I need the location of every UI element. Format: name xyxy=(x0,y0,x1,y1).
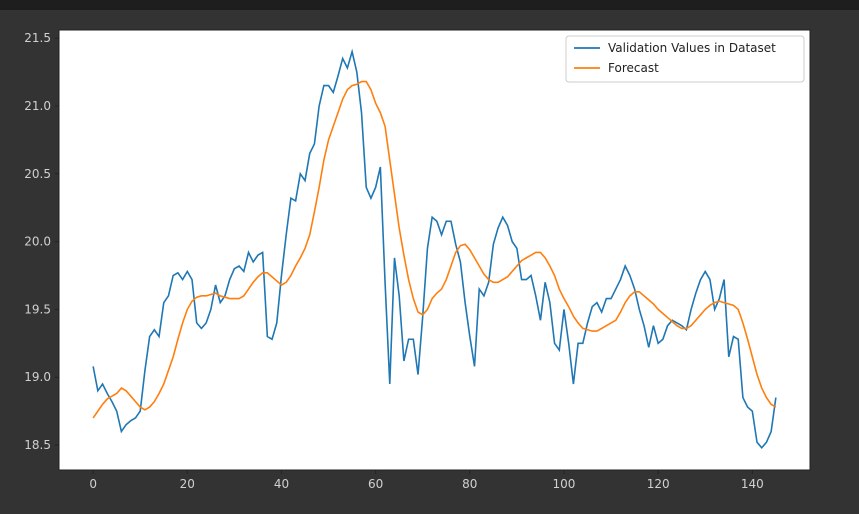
y-tick-label: 18.5 xyxy=(24,438,51,452)
legend-label: Forecast xyxy=(608,61,659,75)
x-tick-label: 0 xyxy=(89,477,97,491)
y-tick-label: 20.0 xyxy=(24,235,51,249)
series-line xyxy=(92,48,777,449)
top-strip xyxy=(0,0,859,10)
legend-box xyxy=(565,35,805,83)
plot-area xyxy=(58,29,811,471)
y-tick-label: 20.5 xyxy=(24,167,51,181)
x-tick-label: 80 xyxy=(462,477,477,491)
x-tick-label: 40 xyxy=(274,477,289,491)
x-tick-label: 120 xyxy=(647,477,670,491)
x-tick-label: 60 xyxy=(368,477,383,491)
y-tick-label: 19.0 xyxy=(24,370,51,384)
legend-label: Validation Values in Dataset xyxy=(608,41,776,55)
x-tick-label: 140 xyxy=(741,477,764,491)
x-tick-label: 100 xyxy=(553,477,576,491)
legend: Validation Values in Dataset Forecast xyxy=(565,35,805,83)
series-line xyxy=(92,80,777,419)
y-tick-label: 19.5 xyxy=(24,302,51,316)
x-tick-label: 20 xyxy=(180,477,195,491)
y-tick-label: 21.5 xyxy=(24,31,51,45)
y-tick-label: 21.0 xyxy=(24,99,51,113)
